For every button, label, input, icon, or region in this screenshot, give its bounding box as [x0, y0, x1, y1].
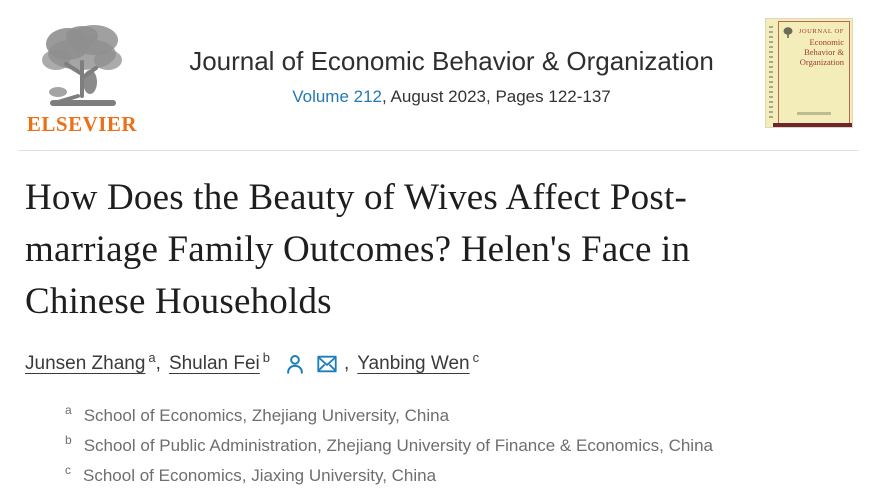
cover-spine-text-decoration	[769, 26, 773, 118]
cover-title-line1: JOURNAL OF	[798, 28, 844, 35]
person-icon[interactable]	[284, 353, 306, 375]
affiliation-text: School of Public Administration, Zhejian…	[83, 436, 713, 455]
issue-info: , August 2023, Pages 122-137	[382, 87, 611, 106]
author: Shulan Fei b	[168, 349, 271, 375]
envelope-icon[interactable]	[316, 353, 338, 375]
cover-title-line2: Economic	[809, 37, 844, 47]
author-affiliation-sup: c	[472, 349, 480, 365]
header-divider	[18, 150, 859, 151]
affiliation-text: School of Economics, Jiaxing University,…	[83, 466, 437, 485]
elsevier-tree-icon	[42, 25, 122, 106]
cover-bottom-bar	[773, 123, 852, 127]
author-link-1[interactable]: Junsen Zhang	[25, 353, 146, 374]
journal-cover-thumbnail[interactable]: JOURNAL OF Economic Behavior & Organizat…	[765, 18, 853, 128]
article-title: How Does the Beauty of Wives Affect Post…	[25, 177, 691, 322]
author-separator: ,	[344, 353, 350, 374]
affiliation-sup: c	[65, 463, 71, 478]
journal-title-link[interactable]: Journal of Economic Behavior & Organizat…	[189, 46, 714, 76]
author-link-3[interactable]: Yanbing Wen	[357, 353, 470, 374]
cover-title-line3: Behavior &	[804, 47, 844, 57]
author: Junsen Zhang a,	[25, 349, 169, 375]
cover-publisher-line	[797, 112, 831, 115]
elsevier-wordmark: ELSEVIER	[26, 112, 138, 136]
article-header: How Does the Beauty of Wives Affect Post…	[0, 151, 877, 491]
affiliation-sup: b	[65, 433, 72, 448]
cover-title-line4: Organization	[799, 57, 844, 67]
affiliation-sup: a	[65, 403, 72, 418]
affiliation-text: School of Economics, Zhejiang University…	[83, 406, 450, 425]
author-affiliation-sup: b	[262, 349, 271, 365]
cover-inner-border: JOURNAL OF Economic Behavior & Organizat…	[778, 21, 850, 125]
affiliation-row: c School of Economics, Jiaxing University…	[65, 461, 851, 491]
author-affiliation-sup: a	[148, 349, 156, 365]
elsevier-logo-link[interactable]: ELSEVIER	[26, 14, 138, 137]
affiliation-row: a School of Economics, Zhejiang Universit…	[65, 401, 851, 431]
volume-issue-line: Volume 212, August 2023, Pages 122-137	[138, 87, 765, 107]
author-link-2[interactable]: Shulan Fei	[168, 353, 260, 374]
volume-link[interactable]: Volume 212	[292, 87, 383, 106]
author: , Yanbing Wen c	[344, 349, 480, 375]
author-separator: ,	[155, 353, 161, 374]
journal-header: ELSEVIER Journal of Economic Behavior & …	[0, 0, 877, 150]
cover-journal-title: JOURNAL OF Economic Behavior & Organizat…	[799, 27, 844, 67]
journal-info: Journal of Economic Behavior & Organizat…	[138, 14, 765, 107]
affiliation-row: b School of Public Administration, Zhejia…	[65, 431, 851, 461]
affiliation-list: a School of Economics, Zhejiang Universit…	[25, 401, 851, 491]
author-list: Junsen Zhang a, Shulan Fei b , Yanbing Wen c	[25, 349, 851, 375]
cover-emblem-icon	[783, 27, 793, 38]
